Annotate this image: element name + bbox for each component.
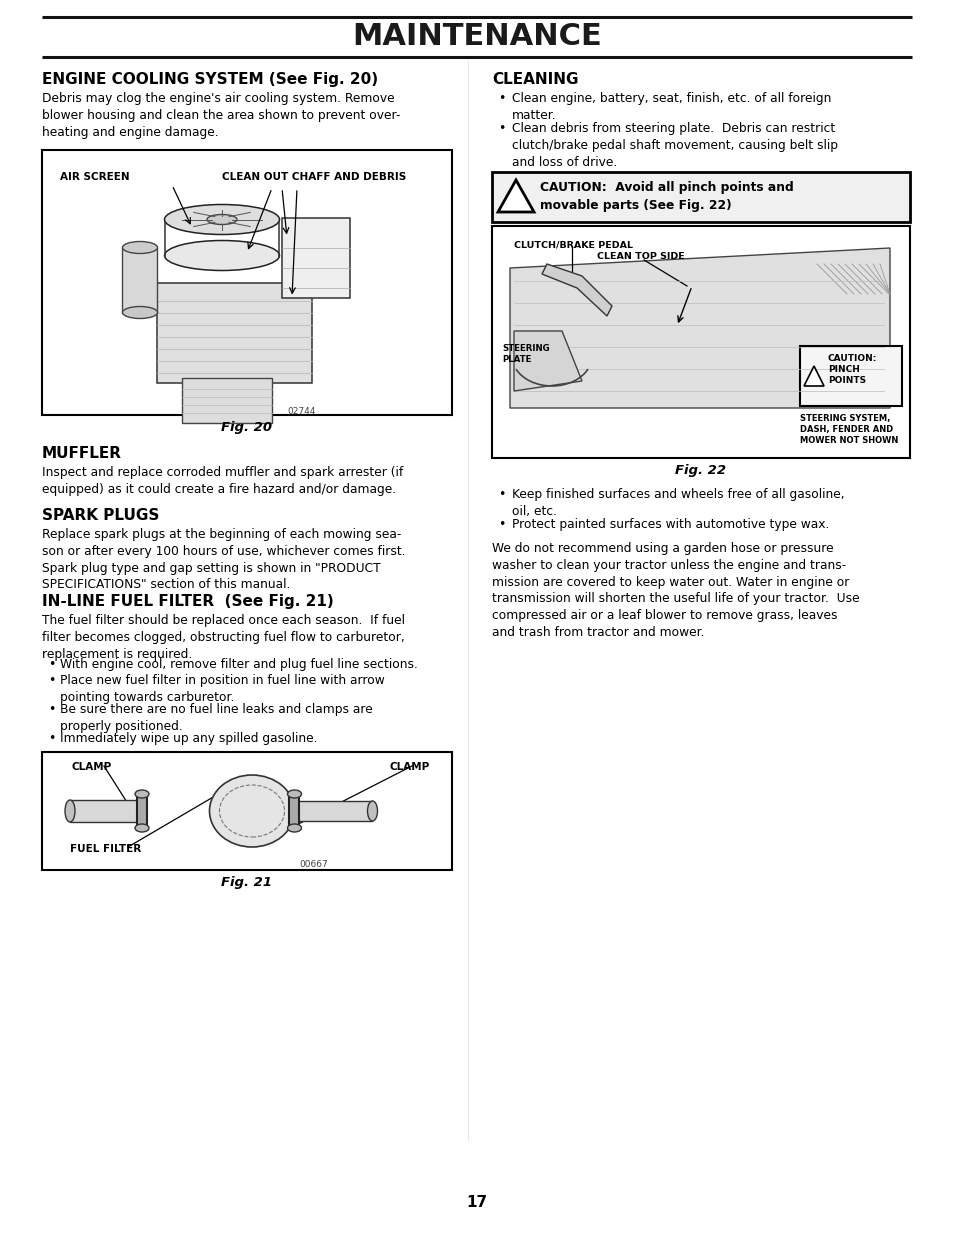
Ellipse shape bbox=[122, 306, 157, 319]
Text: CLEANING: CLEANING bbox=[492, 72, 578, 86]
Text: •: • bbox=[48, 703, 55, 716]
Text: We do not recommend using a garden hose or pressure
washer to clean your tractor: We do not recommend using a garden hose … bbox=[492, 542, 859, 638]
Text: STEERING
PLATE: STEERING PLATE bbox=[501, 345, 549, 364]
Text: AIR SCREEN: AIR SCREEN bbox=[60, 172, 130, 182]
Polygon shape bbox=[541, 264, 612, 316]
Text: Keep finished surfaces and wheels free of all gasoline,
oil, etc.: Keep finished surfaces and wheels free o… bbox=[512, 488, 843, 517]
Text: MAINTENANCE: MAINTENANCE bbox=[352, 22, 601, 51]
Ellipse shape bbox=[122, 242, 157, 253]
Polygon shape bbox=[497, 180, 534, 212]
Text: CLAMP: CLAMP bbox=[71, 762, 112, 772]
Text: CLAMP: CLAMP bbox=[390, 762, 430, 772]
Text: !: ! bbox=[811, 373, 816, 383]
Text: •: • bbox=[497, 91, 505, 105]
Bar bbox=[492, 226, 909, 458]
Ellipse shape bbox=[135, 790, 149, 798]
Bar bbox=[42, 752, 452, 869]
Text: Replace spark plugs at the beginning of each mowing sea-
son or after every 100 : Replace spark plugs at the beginning of … bbox=[42, 529, 405, 592]
Text: CLEAN TOP SIDE: CLEAN TOP SIDE bbox=[597, 252, 684, 261]
Ellipse shape bbox=[135, 824, 149, 832]
Text: Debris may clog the engine's air cooling system. Remove
blower housing and clean: Debris may clog the engine's air cooling… bbox=[42, 91, 400, 138]
Text: FUEL FILTER: FUEL FILTER bbox=[70, 844, 141, 853]
Text: IN-LINE FUEL FILTER  (See Fig. 21): IN-LINE FUEL FILTER (See Fig. 21) bbox=[42, 594, 334, 609]
Ellipse shape bbox=[164, 241, 279, 270]
Text: Clean engine, battery, seat, finish, etc. of all foreign
matter.: Clean engine, battery, seat, finish, etc… bbox=[512, 91, 830, 122]
Polygon shape bbox=[803, 366, 823, 387]
Polygon shape bbox=[510, 248, 889, 408]
Bar bbox=[800, 346, 901, 406]
Text: CAUTION:  Avoid all pinch points and
movable parts (See Fig. 22): CAUTION: Avoid all pinch points and mova… bbox=[539, 182, 793, 211]
Ellipse shape bbox=[207, 215, 236, 225]
Text: CLEAN OUT CHAFF AND DEBRIS: CLEAN OUT CHAFF AND DEBRIS bbox=[222, 172, 406, 182]
Text: 00667: 00667 bbox=[299, 860, 328, 869]
Text: •: • bbox=[497, 122, 505, 135]
Bar bbox=[182, 378, 272, 422]
Ellipse shape bbox=[367, 802, 377, 821]
Text: Inspect and replace corroded muffler and spark arrester (if
equipped) as it coul: Inspect and replace corroded muffler and… bbox=[42, 466, 403, 495]
Bar bbox=[157, 283, 312, 383]
Text: •: • bbox=[497, 517, 505, 531]
Text: With engine cool, remove filter and plug fuel line sections.: With engine cool, remove filter and plug… bbox=[60, 658, 417, 671]
Polygon shape bbox=[514, 331, 581, 391]
Text: Fig. 21: Fig. 21 bbox=[221, 876, 273, 889]
Text: Clean debris from steering plate.  Debris can restrict
clutch/brake pedal shaft : Clean debris from steering plate. Debris… bbox=[512, 122, 837, 169]
Bar bbox=[70, 800, 142, 823]
Text: Immediately wipe up any spilled gasoline.: Immediately wipe up any spilled gasoline… bbox=[60, 732, 317, 745]
Text: CAUTION:
PINCH
POINTS: CAUTION: PINCH POINTS bbox=[827, 354, 877, 385]
Bar bbox=[122, 247, 157, 312]
Bar bbox=[42, 149, 452, 415]
Text: Place new fuel filter in position in fuel line with arrow
pointing towards carbu: Place new fuel filter in position in fue… bbox=[60, 674, 384, 704]
Text: STEERING SYSTEM,
DASH, FENDER AND
MOWER NOT SHOWN: STEERING SYSTEM, DASH, FENDER AND MOWER … bbox=[800, 414, 898, 445]
Text: SPARK PLUGS: SPARK PLUGS bbox=[42, 508, 159, 522]
Text: •: • bbox=[48, 658, 55, 671]
Text: ENGINE COOLING SYSTEM (See Fig. 20): ENGINE COOLING SYSTEM (See Fig. 20) bbox=[42, 72, 377, 86]
Text: •: • bbox=[48, 674, 55, 687]
Text: •: • bbox=[497, 488, 505, 501]
Text: !: ! bbox=[512, 191, 519, 210]
Bar bbox=[137, 794, 147, 827]
Bar bbox=[289, 794, 299, 827]
Text: 02744: 02744 bbox=[287, 408, 315, 416]
Text: Protect painted surfaces with automotive type wax.: Protect painted surfaces with automotive… bbox=[512, 517, 828, 531]
Text: MUFFLER: MUFFLER bbox=[42, 446, 122, 461]
Text: Fig. 22: Fig. 22 bbox=[675, 464, 726, 477]
Text: Fig. 20: Fig. 20 bbox=[221, 421, 273, 433]
Bar bbox=[492, 172, 909, 222]
Ellipse shape bbox=[287, 790, 301, 798]
Ellipse shape bbox=[210, 776, 294, 847]
Text: •: • bbox=[48, 732, 55, 745]
Text: The fuel filter should be replaced once each season.  If fuel
filter becomes clo: The fuel filter should be replaced once … bbox=[42, 614, 405, 661]
Ellipse shape bbox=[65, 800, 75, 823]
Text: 17: 17 bbox=[466, 1195, 487, 1210]
Bar bbox=[297, 802, 372, 821]
Ellipse shape bbox=[164, 205, 279, 235]
Text: CLUTCH/BRAKE PEDAL: CLUTCH/BRAKE PEDAL bbox=[514, 240, 633, 249]
Text: Be sure there are no fuel line leaks and clamps are
properly positioned.: Be sure there are no fuel line leaks and… bbox=[60, 703, 373, 732]
Ellipse shape bbox=[287, 824, 301, 832]
Bar bbox=[282, 217, 350, 298]
